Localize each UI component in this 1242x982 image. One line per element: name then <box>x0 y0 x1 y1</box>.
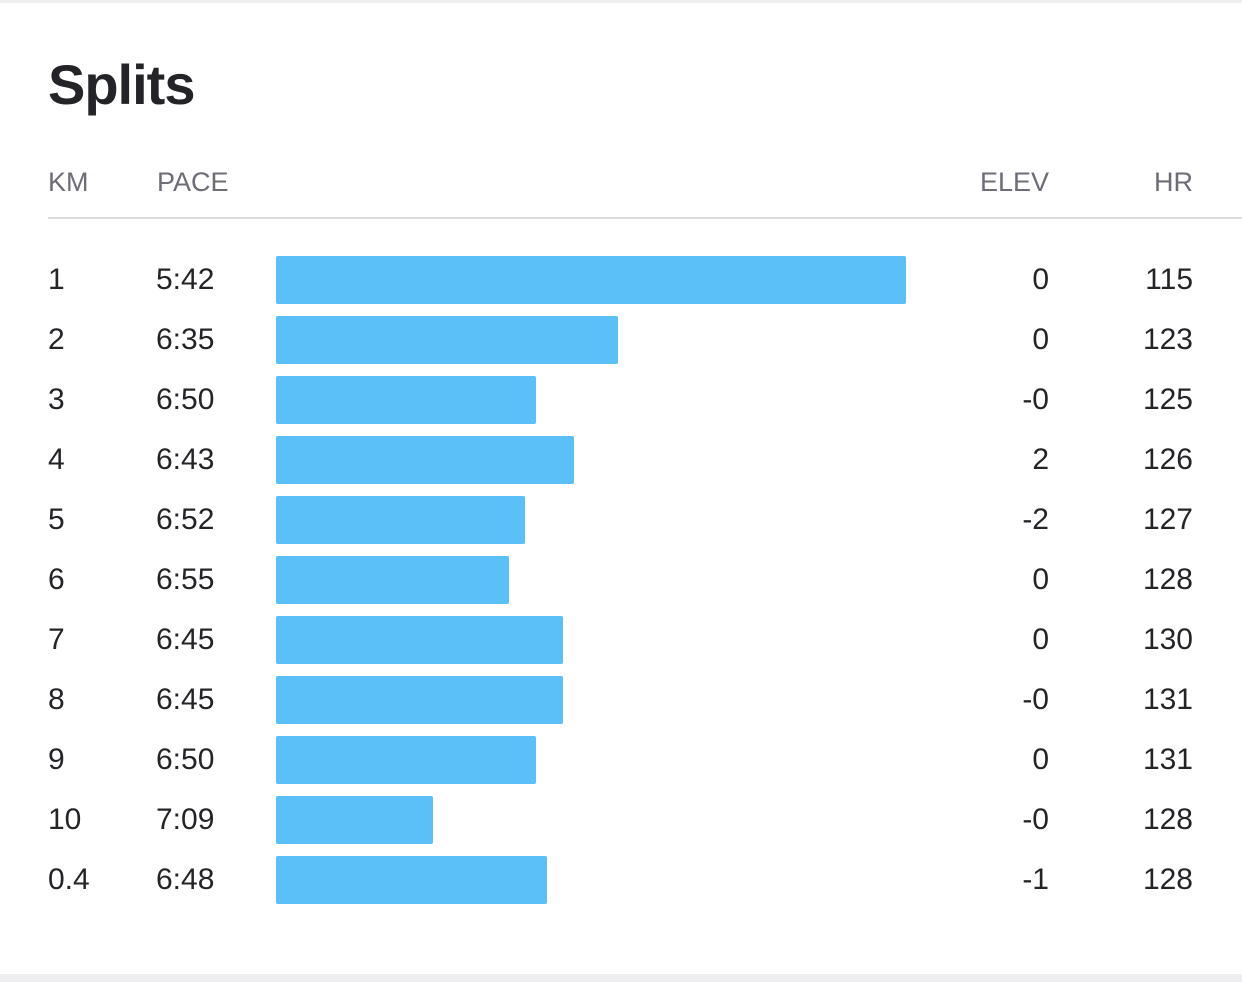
split-pace: 6:52 <box>156 503 215 536</box>
pace-bar <box>276 796 433 844</box>
split-pace: 6:48 <box>156 863 215 896</box>
split-pace: 6:50 <box>156 743 215 776</box>
split-km: 0.4 <box>48 863 90 896</box>
split-row: 10 7:09 -0 128 <box>0 796 1242 856</box>
pace-bar <box>276 496 525 544</box>
split-elev: 2 <box>1032 443 1049 476</box>
split-hr: 128 <box>1142 563 1193 596</box>
split-hr: 123 <box>1142 323 1193 356</box>
split-row: 1 5:42 0 115 <box>0 256 1242 316</box>
split-km: 2 <box>48 323 65 356</box>
table-header: KM PACE ELEV HR <box>0 160 1242 204</box>
split-pace: 6:45 <box>156 623 215 656</box>
column-header-elev: ELEV <box>979 167 1049 197</box>
pace-bar <box>276 556 509 604</box>
split-row: 3 6:50 -0 125 <box>0 376 1242 436</box>
split-pace: 6:50 <box>156 383 215 416</box>
split-pace: 7:09 <box>156 803 215 836</box>
split-elev: -1 <box>1022 863 1049 896</box>
split-pace: 6:43 <box>156 443 215 476</box>
split-row: 7 6:45 0 130 <box>0 616 1242 676</box>
split-row: 5 6:52 -2 127 <box>0 496 1242 556</box>
split-pace: 6:45 <box>156 683 215 716</box>
split-row: 9 6:50 0 131 <box>0 736 1242 796</box>
splits-list: 1 5:42 0 115 2 6:35 0 123 3 6:50 -0 125 4 6:43 2 126 5 6:… <box>0 256 1242 916</box>
split-hr: 131 <box>1142 743 1193 776</box>
split-km: 10 <box>48 803 82 836</box>
split-hr: 130 <box>1142 623 1193 656</box>
page-title: Splits <box>48 53 195 116</box>
pace-bar <box>276 676 563 724</box>
column-header-pace: PACE <box>157 167 229 197</box>
column-header-km: KM <box>48 167 89 197</box>
bottom-band <box>0 974 1242 982</box>
split-hr: 131 <box>1142 683 1193 716</box>
split-pace: 6:35 <box>156 323 215 356</box>
top-rule <box>0 0 1242 3</box>
split-pace: 5:42 <box>156 263 215 296</box>
split-row: 6 6:55 0 128 <box>0 556 1242 616</box>
pace-bar <box>276 256 906 304</box>
split-km: 7 <box>48 623 65 656</box>
pace-bar <box>276 316 618 364</box>
split-hr: 125 <box>1142 383 1193 416</box>
split-hr: 128 <box>1142 803 1193 836</box>
split-km: 1 <box>48 263 65 296</box>
pace-bar <box>276 616 563 664</box>
pace-bar <box>276 436 574 484</box>
pace-bar <box>276 736 536 784</box>
split-elev: -0 <box>1022 803 1049 836</box>
split-km: 8 <box>48 683 65 716</box>
split-hr: 115 <box>1145 263 1193 296</box>
split-row: 4 6:43 2 126 <box>0 436 1242 496</box>
pace-bar <box>276 376 536 424</box>
split-elev: 0 <box>1032 743 1049 776</box>
split-elev: -2 <box>1022 503 1049 536</box>
split-hr: 127 <box>1142 503 1193 536</box>
split-km: 9 <box>48 743 65 776</box>
split-row: 8 6:45 -0 131 <box>0 676 1242 736</box>
split-km: 3 <box>48 383 65 416</box>
split-hr: 126 <box>1142 443 1193 476</box>
split-elev: -0 <box>1022 383 1049 416</box>
split-km: 5 <box>48 503 65 536</box>
split-elev: 0 <box>1032 623 1049 656</box>
split-row: 0.4 6:48 -1 128 <box>0 856 1242 916</box>
split-km: 4 <box>48 443 65 476</box>
split-elev: 0 <box>1032 323 1049 356</box>
split-elev: -0 <box>1022 683 1049 716</box>
split-km: 6 <box>48 563 65 596</box>
header-divider <box>48 217 1242 219</box>
column-header-hr: HR <box>1154 167 1193 197</box>
split-elev: 0 <box>1032 263 1049 296</box>
split-elev: 0 <box>1032 563 1049 596</box>
pace-bar <box>276 856 547 904</box>
split-pace: 6:55 <box>156 563 215 596</box>
split-row: 2 6:35 0 123 <box>0 316 1242 376</box>
split-hr: 128 <box>1142 863 1193 896</box>
